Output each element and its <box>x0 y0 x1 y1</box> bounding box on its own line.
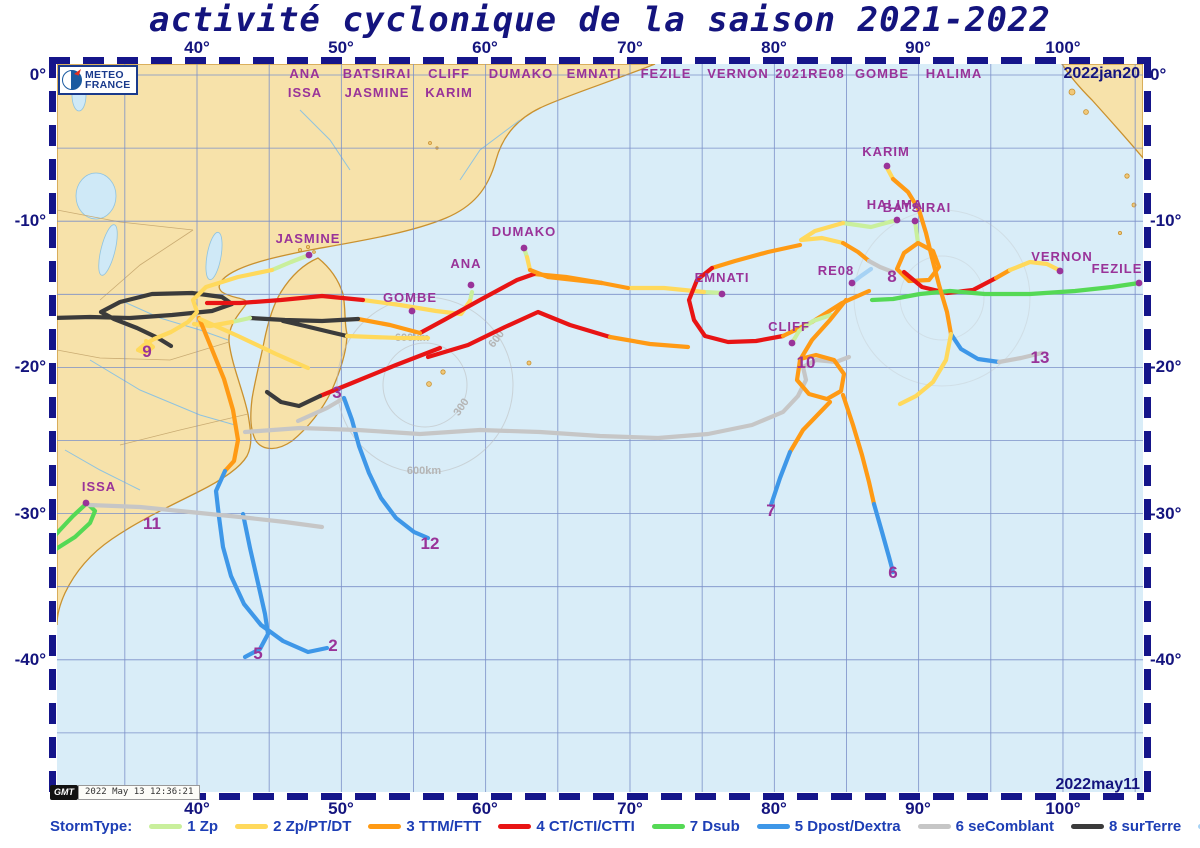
lat-tick-right: 0° <box>1150 65 1167 84</box>
legend-label: 6 seComblant <box>955 818 1054 835</box>
legend-swatch-b <box>756 824 790 829</box>
generation-stamp: GMT 2022 May 13 12:36:21 <box>50 785 201 800</box>
legend-label: 2 Zp/PT/DT <box>273 818 352 835</box>
legend-label: 3 TTM/FTT <box>406 818 482 835</box>
lon-tick-bottom: 60° <box>472 799 498 818</box>
storm-type-legend: StormType: 1 Zp 2 Zp/PT/DT 3 TTM/FTT 4 CT/C… <box>50 818 1200 835</box>
lon-tick-top: 40° <box>184 38 210 57</box>
generation-timestamp: 2022 May 13 12:36:21 <box>78 785 201 800</box>
page-title: activité cyclonique de la saison 2021-20… <box>149 0 1051 40</box>
season-start-date: 2022jan20 <box>1063 65 1140 82</box>
lon-tick-bottom: 70° <box>617 799 643 818</box>
band-name-gombe: GOMBE <box>854 66 910 81</box>
lat-tick-right: -20° <box>1150 357 1182 376</box>
legend-swatch-k <box>1071 824 1104 829</box>
legend-item-7-dsub: 7 Dsub <box>651 818 740 835</box>
lon-tick-bottom: 40° <box>184 799 210 818</box>
legend-item-3-ttm-ftt: 3 TTM/FTT <box>368 818 481 835</box>
lon-tick-top: 80° <box>761 38 787 57</box>
lat-tick-right: -10° <box>1150 211 1182 230</box>
lat-tick-left: 0° <box>29 65 46 84</box>
map-ocean-background <box>57 64 1143 792</box>
lon-tick-top: 50° <box>328 38 354 57</box>
logo-line2: FRANCE <box>85 79 131 91</box>
legend-swatch-y <box>235 824 269 829</box>
legend-title: StormType: <box>50 818 133 835</box>
lat-tick-right: -30° <box>1150 504 1182 523</box>
band-name-emnati: EMNATI <box>566 66 622 81</box>
band-name-dumako: DUMAKO <box>488 66 554 81</box>
lon-tick-bottom: 50° <box>328 799 354 818</box>
legend-item-9-non-d-fini: 9 non défini <box>1198 818 1200 835</box>
band-name-vernon: VERNON <box>707 66 769 81</box>
band-name-ana: ANA <box>289 66 321 81</box>
lat-tick-left: -30° <box>14 504 46 523</box>
map-border-top <box>49 57 1151 64</box>
lat-tick-right: -40° <box>1150 650 1182 669</box>
logo-line1: METEO <box>85 68 124 81</box>
lon-tick-top: 70° <box>617 38 643 57</box>
legend-item-2-zp-pt-dt: 2 Zp/PT/DT <box>235 818 351 835</box>
map-border-right <box>1144 57 1151 800</box>
legend-label: 8 surTerre <box>1109 818 1182 835</box>
legend-swatch-r <box>498 824 532 829</box>
band-name-halima: HALIMA <box>925 66 983 81</box>
band-name-fezile: FEZILE <box>640 66 692 81</box>
legend-swatch-lb <box>1198 824 1200 829</box>
meteo-france-logo[interactable]: METEO FRANCE <box>58 65 138 95</box>
lon-tick-top: 60° <box>472 38 498 57</box>
lon-tick-bottom: 80° <box>761 799 787 818</box>
lon-tick-top: 100° <box>1045 38 1081 57</box>
legend-swatch-o <box>368 824 402 829</box>
band-name-2021re08: 2021RE08 <box>775 66 845 81</box>
legend-item-1-zp: 1 Zp <box>149 818 218 835</box>
map-border-left <box>49 57 56 800</box>
band-name-karim: KARIM <box>425 85 473 100</box>
legend-swatch-lg <box>149 824 183 829</box>
legend-label: 4 CT/CTI/CTTI <box>536 818 635 835</box>
lat-tick-left: -20° <box>14 357 46 376</box>
legend-swatch-g <box>651 824 685 829</box>
lon-tick-bottom: 90° <box>905 799 931 818</box>
band-name-cliff: CLIFF <box>428 66 470 81</box>
legend-item-5-dpost-dextra: 5 Dpost/Dextra <box>756 818 901 835</box>
legend-label: 7 Dsub <box>689 818 740 835</box>
lat-tick-left: -10° <box>14 211 46 230</box>
map-border-bottom <box>49 793 1151 800</box>
lon-tick-top: 90° <box>905 38 931 57</box>
legend-item-4-ct-cti-ctti: 4 CT/CTI/CTTI <box>498 818 635 835</box>
season-end-date: 2022may11 <box>1055 776 1140 793</box>
band-name-issa: ISSA <box>287 85 323 100</box>
meteo-france-logo-text: METEO FRANCE <box>85 68 131 91</box>
legend-label: 1 Zp <box>187 818 219 835</box>
legend-item-8-surterre: 8 surTerre <box>1071 818 1181 835</box>
lon-tick-bottom: 100° <box>1045 799 1081 818</box>
band-name-batsirai: BATSIRAI <box>342 66 412 81</box>
lat-tick-left: -40° <box>14 650 46 669</box>
gmt-badge: GMT <box>50 785 78 800</box>
legend-swatch-gy <box>917 824 951 829</box>
legend-item-6-secomblant: 6 seComblant <box>917 818 1054 835</box>
legend-label: 5 Dpost/Dextra <box>794 818 901 835</box>
meteo-france-logo-icon <box>62 70 82 90</box>
band-name-jasmine: JASMINE <box>344 85 410 100</box>
